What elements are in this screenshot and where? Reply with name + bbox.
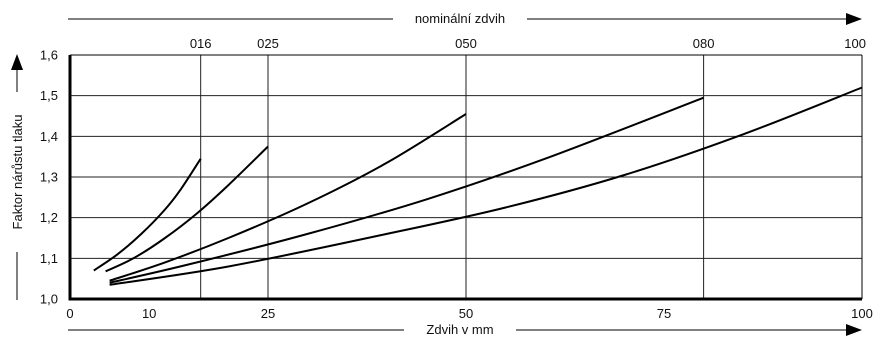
y-tick-label: 1,5 — [40, 88, 58, 103]
x-tick-label: 0 — [66, 306, 73, 321]
y-tick-label: 1,4 — [40, 129, 58, 144]
x-axis-label: Zdvih v mm — [426, 322, 493, 337]
x-tick-labels: 0 10 25 50 75 100 — [66, 306, 872, 321]
x-tick-label: 25 — [261, 306, 275, 321]
x-tick-label: 10 — [142, 306, 156, 321]
top-tick-label: 080 — [693, 36, 715, 51]
top-axis-arrow — [846, 13, 862, 25]
y-tick-labels: 1,0 1,1 1,2 1,3 1,4 1,5 1,6 — [40, 48, 58, 307]
series-line — [109, 96, 704, 284]
y-tick-label: 1,3 — [40, 170, 58, 185]
top-axis-label: nominální zdvih — [415, 11, 505, 26]
top-tick-label: 016 — [190, 36, 212, 51]
top-tick-label: 100 — [844, 36, 866, 51]
curves — [93, 86, 863, 286]
top-tick-label: 050 — [455, 36, 477, 51]
y-tick-label: 1,6 — [40, 48, 58, 63]
y-tick-label: 1,2 — [40, 210, 58, 225]
x-tick-label: 100 — [851, 306, 873, 321]
y-tick-label: 1,1 — [40, 251, 58, 266]
y-axis-label: Faktor nárůstu tlaku — [10, 115, 25, 230]
series-line — [109, 86, 863, 286]
x-tick-label: 50 — [459, 306, 473, 321]
y-tick-label: 1,0 — [40, 292, 58, 307]
series-line — [105, 145, 269, 273]
x-tick-label: 75 — [657, 306, 671, 321]
y-axis-arrow — [11, 54, 23, 70]
top-tick-labels: 016 025 050 080 100 — [190, 36, 866, 51]
x-axis-arrow — [846, 324, 862, 336]
series-line — [109, 113, 467, 282]
series-line — [93, 158, 202, 272]
top-tick-label: 025 — [257, 36, 279, 51]
